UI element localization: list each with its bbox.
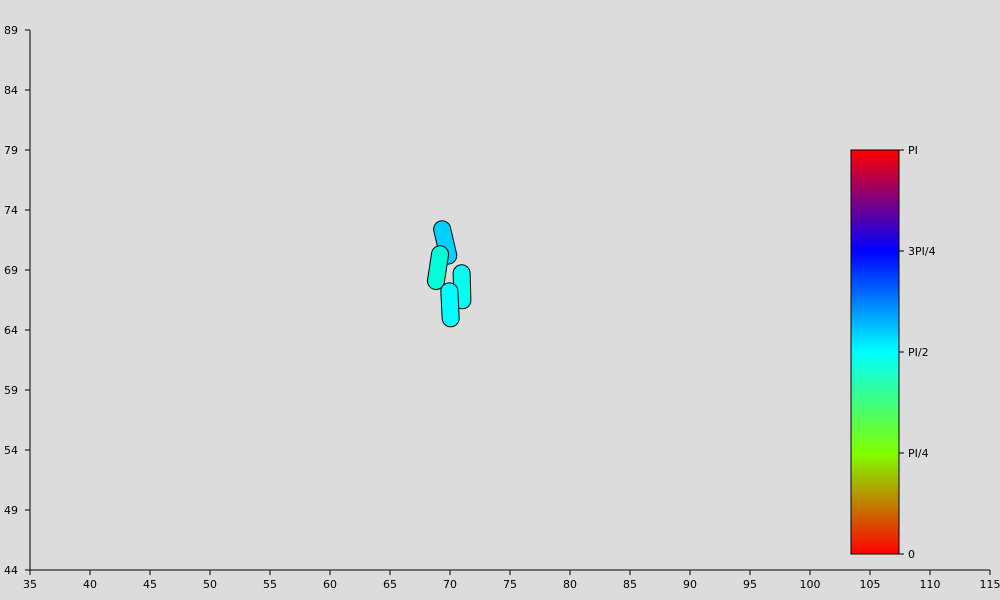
y-tick-label: 49	[4, 504, 18, 517]
y-tick-label: 44	[4, 564, 18, 577]
x-tick-label: 60	[323, 578, 337, 591]
y-tick-label: 89	[4, 24, 18, 37]
capsule-marker	[440, 282, 460, 328]
y-tick-label: 79	[4, 144, 18, 157]
y-tick-label: 64	[4, 324, 18, 337]
y-tick-label: 54	[4, 444, 18, 457]
x-tick-label: 55	[263, 578, 277, 591]
capsule-markers	[426, 220, 472, 328]
x-tick-label: 90	[683, 578, 697, 591]
y-tick-label: 59	[4, 384, 18, 397]
x-tick-label: 70	[443, 578, 457, 591]
axes: 35 40 45 50 55 60 65 70 75 80 85 90 95 100 105 110 115 44…	[4, 24, 1000, 591]
x-tick-label: 85	[623, 578, 637, 591]
colorbar-label: 3PI/4	[908, 245, 936, 258]
x-tick-label: 115	[980, 578, 1000, 591]
colorbar-label: PI	[908, 144, 918, 157]
x-tick-label: 65	[383, 578, 397, 591]
x-tick-label: 80	[563, 578, 577, 591]
colorbar: 0 PI/4 PI/2 3PI/4 PI	[850, 144, 936, 561]
colorbar-bar	[850, 149, 900, 555]
x-tick-label: 40	[83, 578, 97, 591]
capsule-marker	[426, 245, 450, 290]
colorbar-label: PI/2	[908, 346, 929, 359]
x-tick-label: 50	[203, 578, 217, 591]
x-tick-label: 75	[503, 578, 517, 591]
colorbar-label: 0	[908, 548, 915, 561]
x-tick-label: 45	[143, 578, 157, 591]
y-tick-label: 74	[4, 204, 18, 217]
x-tick-label: 105	[860, 578, 881, 591]
y-tick-label: 69	[4, 264, 18, 277]
x-tick-label: 100	[800, 578, 821, 591]
x-tick-label: 35	[23, 578, 37, 591]
y-tick-label: 84	[4, 84, 18, 97]
colorbar-label: PI/4	[908, 447, 929, 460]
x-tick-label: 110	[920, 578, 941, 591]
x-tick-label: 95	[743, 578, 757, 591]
